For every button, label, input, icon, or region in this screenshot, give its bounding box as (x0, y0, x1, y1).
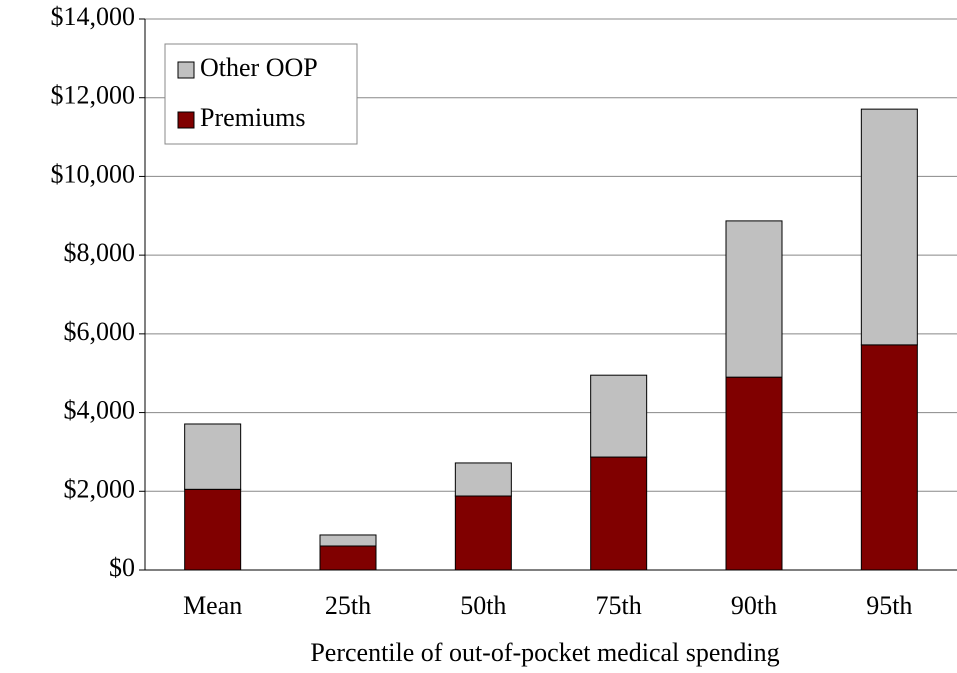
y-tick-label: $14,000 (51, 2, 136, 31)
y-tick-label: $10,000 (51, 159, 136, 188)
bar-segment (590, 374, 648, 458)
x-tick-label: 25th (325, 591, 371, 620)
bar-segment (860, 344, 918, 571)
legend-label: Premiums (200, 103, 305, 132)
bar-segment (454, 495, 512, 571)
y-tick-label: $6,000 (64, 317, 136, 346)
bar-segment (184, 423, 242, 490)
x-axis-label: Percentile of out-of-pocket medical spen… (310, 638, 779, 667)
legend-box (164, 43, 358, 145)
bar-segment (590, 456, 648, 571)
y-tick-label: $12,000 (51, 81, 136, 110)
bar-segment (184, 488, 242, 571)
x-tick-label: 95th (866, 591, 912, 620)
x-tick-label: 50th (460, 591, 506, 620)
x-tick-label: 90th (731, 591, 777, 620)
bar-segment (860, 108, 918, 346)
bar-segment (725, 376, 783, 571)
bar-segment (319, 545, 377, 571)
y-tick-label: $0 (109, 553, 135, 582)
legend-swatch (177, 111, 195, 129)
y-tick-label: $8,000 (64, 238, 136, 267)
x-tick-label: 75th (596, 591, 642, 620)
legend-swatch (177, 61, 195, 79)
x-tick-label: Mean (183, 591, 242, 620)
bar-segment (319, 534, 377, 547)
y-tick-label: $2,000 (64, 474, 136, 503)
bar-segment (454, 462, 512, 497)
bar-segment (725, 220, 783, 378)
legend-label: Other OOP (200, 53, 318, 82)
y-tick-label: $4,000 (64, 396, 136, 425)
